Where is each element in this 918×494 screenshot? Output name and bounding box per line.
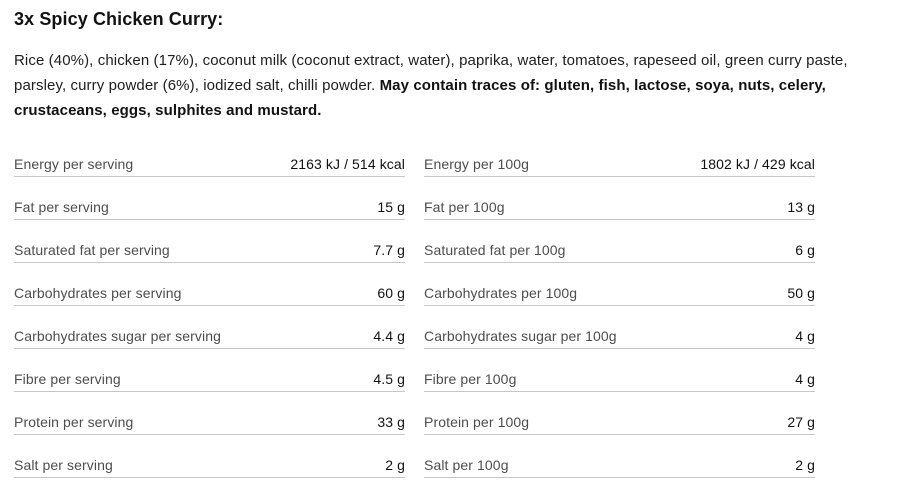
nutrition-label: Fibre per serving <box>14 371 121 387</box>
nutrition-value: 4.5 g <box>373 371 405 387</box>
ingredients-list: Rice (40%), chicken (17%), coconut milk … <box>14 52 848 94</box>
nutrition-label: Energy per serving <box>14 156 134 172</box>
nutrition-value: 33 g <box>377 414 405 430</box>
nutrition-row-sugar-100g: Carbohydrates sugar per 100g 4 g <box>424 329 815 349</box>
nutrition-label: Salt per serving <box>14 457 113 473</box>
nutrition-label: Fibre per 100g <box>424 371 517 387</box>
nutrition-row-energy-100g: Energy per 100g 1802 kJ / 429 kcal <box>424 157 815 177</box>
nutrition-label: Protein per 100g <box>424 414 530 430</box>
nutrition-value: 7.7 g <box>373 242 405 258</box>
nutrition-value: 60 g <box>377 285 405 301</box>
nutrition-value: 13 g <box>787 199 815 215</box>
nutrition-label: Fat per 100g <box>424 199 505 215</box>
nutrition-label: Carbohydrates per serving <box>14 285 182 301</box>
nutrition-value: 27 g <box>787 414 815 430</box>
nutrition-label: Carbohydrates per 100g <box>424 285 578 301</box>
nutrition-value: 15 g <box>377 199 405 215</box>
nutrition-row-fat-serving: Fat per serving 15 g <box>14 200 405 220</box>
nutrition-row-fat-100g: Fat per 100g 13 g <box>424 200 815 220</box>
nutrition-value: 2163 kJ / 514 kcal <box>290 156 405 172</box>
ingredients-text: Rice (40%), chicken (17%), coconut milk … <box>14 48 898 123</box>
nutrition-label: Protein per serving <box>14 414 134 430</box>
allergen-warning: May contain traces of: gluten, fish, lac… <box>14 77 826 119</box>
nutrition-value: 1802 kJ / 429 kcal <box>700 156 815 172</box>
nutrition-row-protein-serving: Protein per serving 33 g <box>14 415 405 435</box>
nutrition-row-sugar-serving: Carbohydrates sugar per serving 4.4 g <box>14 329 405 349</box>
per-100g-column: Energy per 100g 1802 kJ / 429 kcal Fat p… <box>424 157 815 478</box>
nutrition-label: Saturated fat per serving <box>14 242 170 258</box>
nutrition-row-saturated-fat-serving: Saturated fat per serving 7.7 g <box>14 243 405 263</box>
nutrition-row-salt-100g: Salt per 100g 2 g <box>424 458 815 478</box>
per-serving-column: Energy per serving 2163 kJ / 514 kcal Fa… <box>14 157 405 478</box>
nutrition-value: 4 g <box>795 328 815 344</box>
nutrition-value: 50 g <box>787 285 815 301</box>
nutrition-label: Saturated fat per 100g <box>424 242 566 258</box>
nutrition-label: Carbohydrates sugar per serving <box>14 328 221 344</box>
nutrition-value: 6 g <box>795 242 815 258</box>
nutrition-row-carbohydrates-100g: Carbohydrates per 100g 50 g <box>424 286 815 306</box>
nutrition-row-carbohydrates-serving: Carbohydrates per serving 60 g <box>14 286 405 306</box>
nutrition-row-salt-serving: Salt per serving 2 g <box>14 458 405 478</box>
nutrition-value: 2 g <box>385 457 405 473</box>
nutrition-row-fibre-serving: Fibre per serving 4.5 g <box>14 372 405 392</box>
nutrition-label: Carbohydrates sugar per 100g <box>424 328 617 344</box>
nutrition-row-fibre-100g: Fibre per 100g 4 g <box>424 372 815 392</box>
nutrition-value: 4 g <box>795 371 815 387</box>
nutrition-table: Energy per serving 2163 kJ / 514 kcal Fa… <box>14 157 904 478</box>
nutrition-value: 4.4 g <box>373 328 405 344</box>
nutrition-label: Salt per 100g <box>424 457 509 473</box>
product-title: 3x Spicy Chicken Curry: <box>14 9 224 29</box>
nutrition-row-saturated-fat-100g: Saturated fat per 100g 6 g <box>424 243 815 263</box>
nutrition-label: Energy per 100g <box>424 156 530 172</box>
nutrition-value: 2 g <box>795 457 815 473</box>
nutrition-panel: 3x Spicy Chicken Curry: Rice (40%), chic… <box>14 9 904 478</box>
nutrition-row-energy-serving: Energy per serving 2163 kJ / 514 kcal <box>14 157 405 177</box>
nutrition-row-protein-100g: Protein per 100g 27 g <box>424 415 815 435</box>
nutrition-label: Fat per serving <box>14 199 109 215</box>
